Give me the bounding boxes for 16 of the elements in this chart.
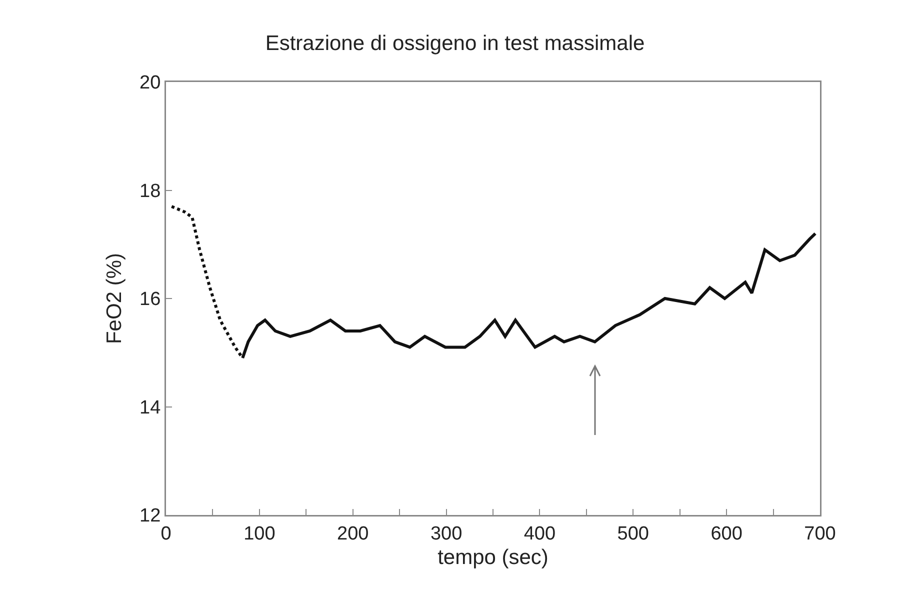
x-axis-title: tempo (sec) (438, 546, 548, 570)
y-axis-title: FeO2 (%) (102, 252, 126, 344)
y-tick-label: 20 (140, 72, 161, 94)
chart-title: Estrazione di ossigeno in test massimale (265, 32, 645, 55)
x-tick-label: 700 (804, 523, 836, 544)
y-tick-label: 12 (140, 506, 161, 527)
y-tick-label: 14 (140, 397, 162, 418)
x-tick-label: 200 (337, 523, 369, 544)
x-tick-label: 0 (160, 523, 172, 544)
x-tick-label: 600 (710, 523, 742, 544)
x-tick-label: 100 (244, 523, 276, 544)
x-tick-label: 500 (617, 523, 649, 544)
x-tick-label: 400 (524, 523, 556, 544)
y-tick-label: 16 (140, 289, 161, 310)
y-tick-label: 18 (140, 180, 161, 202)
x-tick-label: 300 (430, 523, 462, 544)
